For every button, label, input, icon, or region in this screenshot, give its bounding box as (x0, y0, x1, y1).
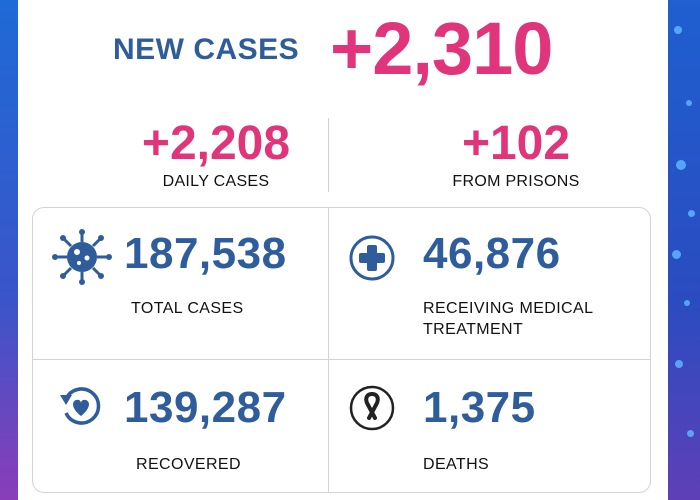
medical-treatment-label: RECEIVING MEDICAL TREATMENT (423, 298, 593, 340)
ribbon-icon (349, 385, 395, 431)
deaths-value: 1,375 (423, 383, 536, 432)
heart-refresh-icon (60, 387, 101, 425)
top-divider (328, 118, 329, 192)
medical-treatment-value: 46,876 (423, 229, 561, 278)
prison-cases-value: +102 (461, 117, 571, 170)
deaths-label: DEATHS (423, 456, 490, 473)
left-background-strip (0, 0, 18, 500)
total-cases-label: TOTAL CASES (131, 300, 244, 317)
recovered-label: RECOVERED (136, 456, 241, 473)
virus-icon (52, 229, 112, 285)
medical-treatment-label-line2: TREATMENT (423, 321, 524, 338)
medical-treatment-label-line1: RECEIVING MEDICAL (423, 300, 594, 317)
new-cases-label: NEW CASES (113, 33, 300, 66)
grid-horizontal-divider (32, 359, 651, 360)
prison-cases-label: FROM PRISONS (452, 173, 580, 190)
new-cases-value: +2,310 (330, 7, 553, 90)
recovered-value: 139,287 (124, 383, 287, 432)
medical-cross-icon (349, 235, 395, 281)
stats-card: NEW CASES +2,310 +2,208 DAILY CASES +102… (18, 0, 668, 500)
grid-vertical-divider (328, 207, 329, 493)
stats-grid (32, 207, 651, 493)
daily-cases-value: +2,208 (141, 117, 291, 170)
right-background-strip (668, 0, 700, 500)
daily-cases-label: DAILY CASES (162, 173, 270, 190)
total-cases-value: 187,538 (124, 229, 287, 278)
